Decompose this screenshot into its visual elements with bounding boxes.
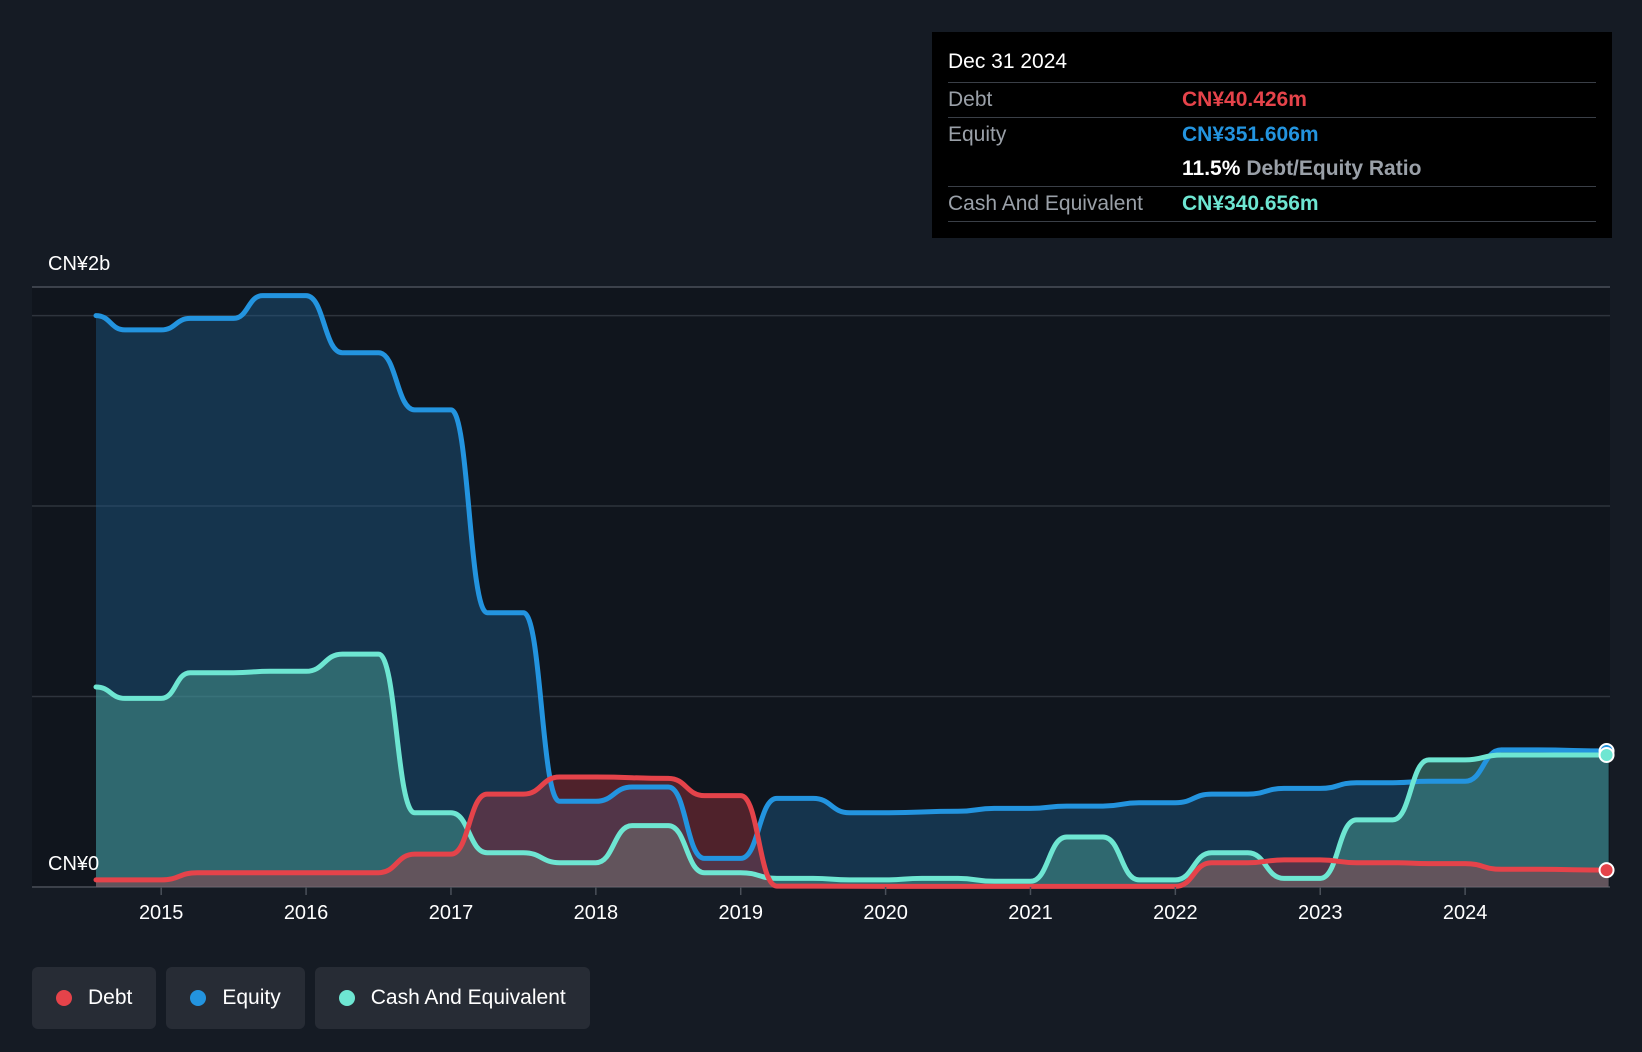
tooltip-debt-value: CN¥40.426m: [1182, 88, 1307, 111]
debt-line: [93, 774, 1612, 889]
legend-item-cash[interactable]: Cash And Equivalent: [314, 967, 590, 1029]
legend-label-equity: Equity: [222, 986, 281, 1009]
x-tick-label-2018: 2018: [574, 902, 619, 924]
debt-end-marker[interactable]: [1598, 862, 1615, 879]
tooltip-cash-value: CN¥340.656m: [1182, 192, 1319, 215]
x-tick-label-2017: 2017: [429, 902, 474, 924]
tooltip-equity-value: CN¥351.606m: [1182, 123, 1319, 146]
x-axis-ticks: 2015 2016 2017 2018 2019 2020 2021 2022 2023 2024: [139, 887, 1487, 924]
cash-dot-icon: [338, 990, 355, 1006]
tooltip-equity-label: Equity: [948, 123, 1007, 146]
cash-line: [93, 651, 1612, 884]
plot-background: [32, 287, 1610, 888]
tooltip-ratio-row: 11.5% Debt/Equity Ratio: [948, 152, 1596, 186]
tooltip-debt-label: Debt: [948, 88, 993, 111]
tooltip-date: Dec 31 2024: [948, 50, 1068, 73]
equity-area: [96, 295, 1609, 888]
y-axis-top-label: CN¥2b: [48, 253, 110, 275]
y-axis-bottom-label: CN¥0: [48, 853, 99, 875]
debt-area: [96, 777, 1609, 887]
cash-end-marker[interactable]: [1598, 747, 1615, 763]
x-tick-label-2024: 2024: [1443, 902, 1488, 924]
x-tick-label-2019: 2019: [718, 902, 763, 924]
tooltip-panel: Dec 31 2024 Debt CN¥40.426m Equity CN¥35…: [932, 32, 1612, 238]
equity-line: [93, 293, 1612, 861]
x-tick-label-2023: 2023: [1298, 902, 1343, 924]
tooltip-ratio-label: Debt/Equity Ratio: [1246, 157, 1422, 180]
equity-dot-icon: [190, 990, 207, 1006]
tooltip-cash-row: Cash And Equivalent CN¥340.656m: [948, 186, 1596, 221]
legend-label-cash: Cash And Equivalent: [370, 986, 566, 1009]
tooltip-divider: [948, 221, 1596, 222]
tooltip-debt-row: Debt CN¥40.426m: [948, 82, 1596, 117]
legend-item-equity[interactable]: Equity: [166, 967, 305, 1029]
x-tick-label-2015: 2015: [139, 902, 184, 924]
series-end-markers: [1598, 743, 1615, 879]
x-tick-label-2016: 2016: [284, 902, 329, 924]
chart-legend: Debt Equity Cash And Equivalent: [32, 967, 590, 1029]
legend-label-debt: Debt: [88, 986, 133, 1009]
tooltip-ratio-value: 11.5%: [1182, 157, 1241, 180]
gridlines: [32, 286, 1610, 888]
x-tick-label-2021: 2021: [1008, 902, 1053, 924]
debt-dot-icon: [56, 990, 72, 1006]
legend-item-debt[interactable]: Debt: [32, 967, 157, 1029]
tooltip-equity-row: Equity CN¥351.606m: [948, 117, 1596, 152]
x-tick-label-2020: 2020: [863, 902, 908, 924]
series-lines: [93, 293, 1612, 889]
x-tick-label-2022: 2022: [1153, 902, 1198, 924]
tooltip-cash-label: Cash And Equivalent: [948, 192, 1143, 215]
